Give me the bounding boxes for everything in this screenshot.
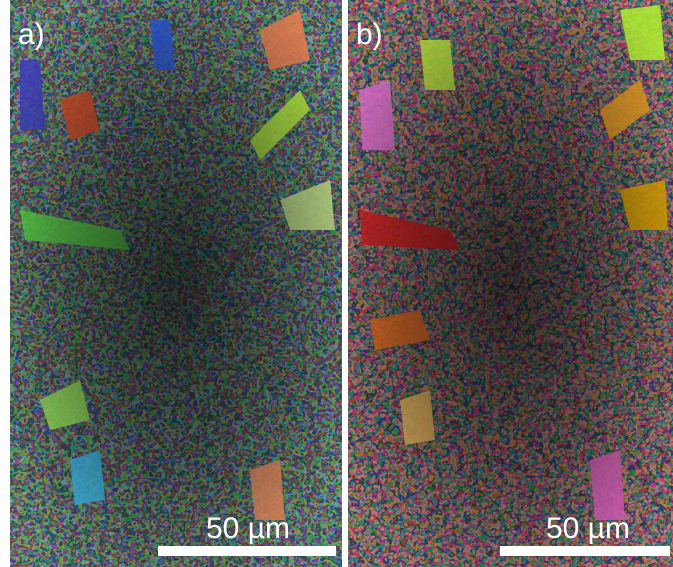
panel-label: b): [356, 18, 383, 51]
shade: [348, 0, 673, 567]
scale-bar: [158, 546, 336, 556]
scale-bar-label: 50 µm: [546, 512, 630, 545]
scale-bar: [500, 546, 670, 556]
scale-bar-label: 50 µm: [206, 512, 290, 545]
panel-label: a): [18, 18, 45, 51]
shade: [10, 0, 342, 567]
panel-a: [10, 0, 342, 567]
panel-b: [348, 0, 673, 567]
